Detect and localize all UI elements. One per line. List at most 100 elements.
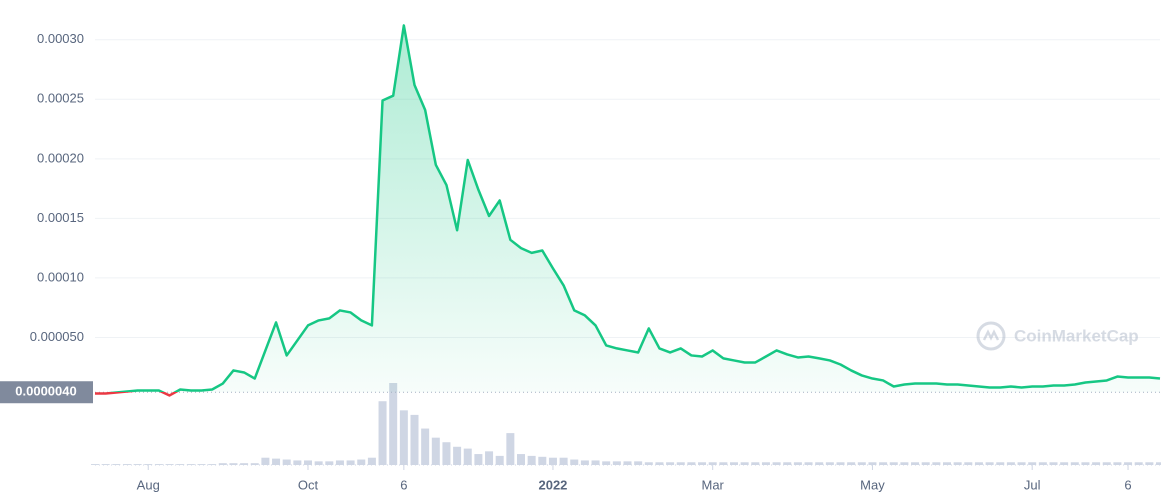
volume-bar <box>1092 462 1101 465</box>
volume-bar <box>698 462 707 465</box>
volume-bar <box>804 462 813 465</box>
volume-bar <box>570 459 579 465</box>
y-tick-label: 0.000050 <box>30 329 84 344</box>
price-area <box>95 25 1160 396</box>
x-tick-label: Jul <box>1024 477 1041 492</box>
volume-bar <box>847 462 856 465</box>
volume-bar <box>644 462 653 465</box>
volume-bar <box>623 461 632 465</box>
volume-bar <box>517 454 525 465</box>
price-line <box>95 24 1161 397</box>
volume-bar <box>154 464 163 465</box>
volume-bar <box>229 463 238 465</box>
baseline-label-bg <box>0 381 93 404</box>
volume-bar <box>1006 462 1015 465</box>
volume-bar <box>783 462 792 465</box>
x-tick-label: Mar <box>702 477 725 492</box>
volume-bar <box>772 462 781 465</box>
volume-bar <box>293 460 302 465</box>
x-tick-label: Oct <box>298 477 319 492</box>
watermark-logo-mark <box>982 329 1000 341</box>
volume-bar <box>485 451 494 465</box>
volume-bar <box>825 462 834 465</box>
volume-bar <box>1060 462 1069 465</box>
volume-bar <box>122 464 131 465</box>
volume-bar <box>506 433 515 465</box>
volume-bar <box>1156 462 1161 465</box>
volume-bar <box>101 464 110 465</box>
y-tick-label: 0.00030 <box>37 31 84 46</box>
volume-bar <box>240 463 249 465</box>
volume-bar <box>346 460 355 465</box>
volume-bar <box>218 463 227 465</box>
volume-bar <box>272 458 281 465</box>
volume-bar <box>208 464 217 465</box>
volume-bar <box>1049 462 1058 465</box>
volume-bar <box>1028 462 1037 465</box>
volume-bar <box>911 462 920 465</box>
y-tick-label: 0.00025 <box>37 91 84 106</box>
volume-bar <box>1081 462 1090 465</box>
volume-bar <box>1134 462 1143 465</box>
volume-bar <box>1113 462 1122 465</box>
volume-bar <box>548 457 557 465</box>
volume-bar <box>186 464 195 465</box>
x-tick-label: Aug <box>137 477 160 492</box>
volume-bar <box>793 462 802 465</box>
volume-bar <box>261 457 270 465</box>
volume-bar <box>591 460 600 465</box>
volume-bar <box>314 461 323 465</box>
volume-bar <box>325 461 334 465</box>
volume-bar <box>889 462 898 465</box>
volume-bar <box>761 462 770 465</box>
volume-bar <box>943 462 951 465</box>
volume-bar <box>421 428 430 465</box>
watermark-text: CoinMarketCap <box>1014 326 1139 345</box>
watermark: CoinMarketCap <box>976 321 1139 351</box>
x-tick-label: 2022 <box>538 477 567 492</box>
volume-bar <box>527 455 536 465</box>
volume-bar <box>431 437 440 465</box>
volume-bar <box>1102 462 1111 465</box>
volume-bar <box>165 464 174 465</box>
volume-bar <box>857 462 866 465</box>
volume-bar <box>655 462 664 465</box>
volume-bar <box>282 459 291 465</box>
volume-bar <box>900 462 909 465</box>
y-tick-label: 0.00010 <box>37 269 84 284</box>
volume-bar <box>133 464 142 465</box>
y-tick-label: 0.00015 <box>37 210 84 225</box>
volume-bar <box>996 462 1005 465</box>
x-tick-label: May <box>860 477 885 492</box>
volume-bar <box>357 459 366 465</box>
volume-bar <box>964 462 973 465</box>
volume-bar <box>463 448 472 465</box>
volume-bar <box>1017 462 1026 465</box>
volume-bar <box>399 410 408 465</box>
volume-bar <box>389 383 398 465</box>
volume-bar <box>250 463 259 465</box>
volume-bar <box>974 462 983 465</box>
volume-bar <box>378 401 387 465</box>
volume-bar <box>442 442 451 465</box>
volume-bar <box>868 462 877 465</box>
volume-bar <box>612 461 621 465</box>
y-tick-label: 0.00020 <box>37 150 84 165</box>
volume-bar <box>144 464 153 465</box>
volume-bar <box>708 462 717 465</box>
volume-bar <box>687 462 696 465</box>
volume-bar <box>730 462 738 465</box>
volume-bar <box>953 462 962 465</box>
volume-bar <box>559 457 568 465</box>
volume-bar <box>815 462 824 465</box>
volume-bar <box>1038 462 1047 465</box>
volume-bar <box>932 462 941 465</box>
volume-bar <box>1124 462 1133 465</box>
baseline-label: 0.0000040 <box>15 384 76 399</box>
volume-bar <box>474 454 483 465</box>
volume-bar <box>1070 462 1079 465</box>
volume-bar <box>580 460 589 465</box>
volume-bar <box>751 462 760 465</box>
volume-bar <box>740 462 749 465</box>
